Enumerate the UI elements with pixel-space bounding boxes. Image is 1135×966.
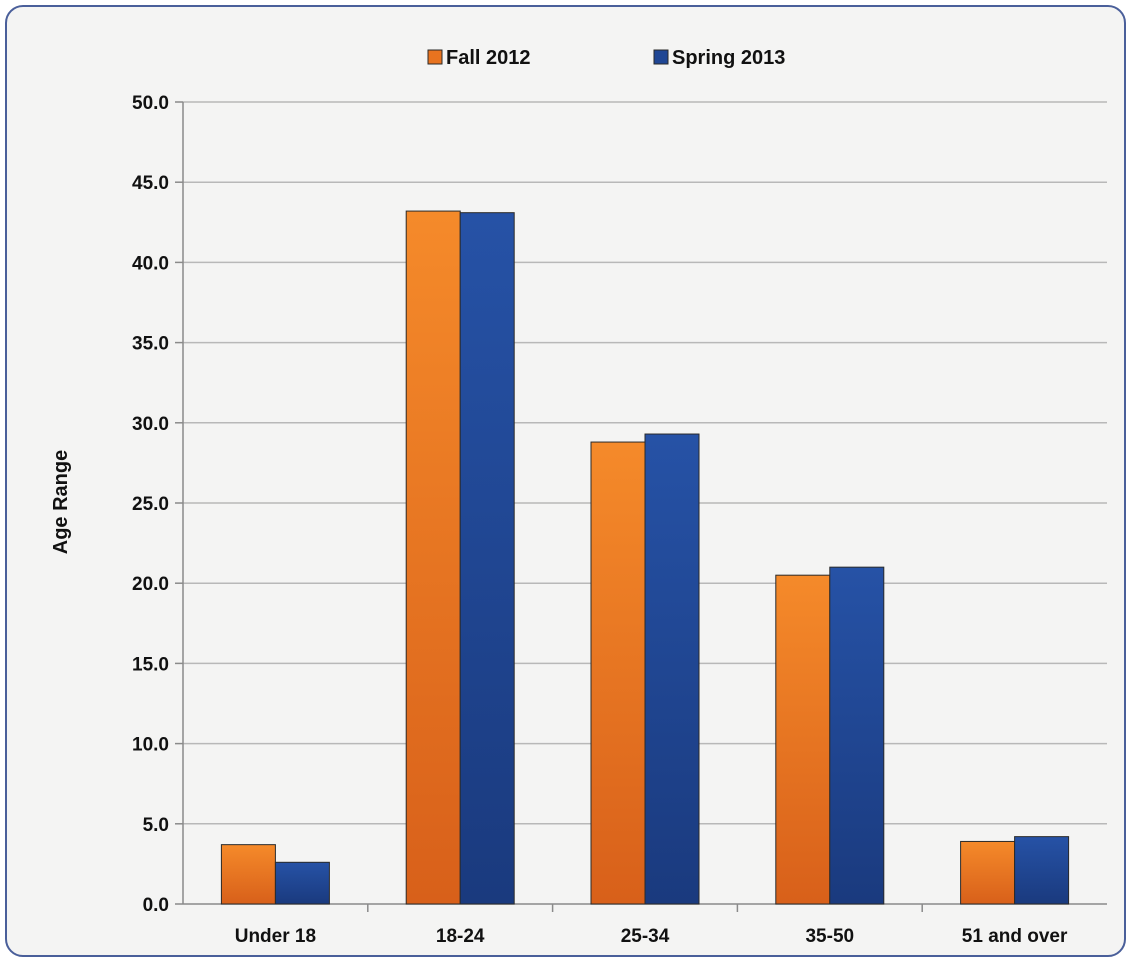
bar-spring-2013 — [274, 861, 330, 905]
bar-fall-2012 — [960, 840, 1016, 905]
y-tick-label: 5.0 — [143, 815, 169, 836]
bar-fall-2012 — [405, 210, 461, 905]
y-tick-label: 10.0 — [132, 735, 169, 756]
x-tick-label: 18-24 — [436, 926, 485, 947]
y-tick-label: 20.0 — [132, 574, 169, 595]
bar-fall-2012 — [220, 844, 276, 905]
x-tick-label: 25-34 — [621, 926, 670, 947]
chart-frame — [5, 5, 1126, 957]
gridlines — [183, 101, 1107, 905]
legend-label: Spring 2013 — [672, 47, 785, 69]
y-tick-label: 45.0 — [132, 173, 169, 194]
bars — [220, 210, 1070, 905]
bar-fall-2012 — [775, 574, 831, 905]
x-axis: Under 18 18-24 25-34 35-50 51 and over — [235, 904, 1068, 947]
x-tick-label: 35-50 — [805, 926, 854, 947]
legend: Fall 2012 Spring 2013 — [427, 47, 785, 69]
y-tick-label: 0.0 — [143, 895, 169, 916]
x-tick-label: Under 18 — [235, 926, 316, 947]
legend-swatch — [427, 49, 443, 65]
y-axis-title: Age Range — [50, 450, 72, 554]
legend-label: Fall 2012 — [446, 47, 531, 69]
y-tick-label: 35.0 — [132, 334, 169, 355]
bar-spring-2013 — [644, 433, 700, 905]
y-tick-label: 50.0 — [132, 93, 169, 114]
y-axis: 0.0 5.0 10.0 15.0 20.0 25.0 30.0 35.0 40.0 45.0 50… — [132, 93, 184, 916]
y-tick-label: 15.0 — [132, 654, 169, 675]
y-tick-label: 40.0 — [132, 253, 169, 274]
bar-spring-2013 — [829, 566, 885, 905]
bar-spring-2013 — [459, 212, 515, 905]
x-tick-label: 51 and over — [962, 926, 1068, 947]
legend-swatch — [653, 49, 669, 65]
bar-spring-2013 — [1014, 836, 1070, 905]
bar-fall-2012 — [590, 441, 646, 905]
y-tick-label: 30.0 — [132, 414, 169, 435]
y-tick-label: 25.0 — [132, 494, 169, 515]
